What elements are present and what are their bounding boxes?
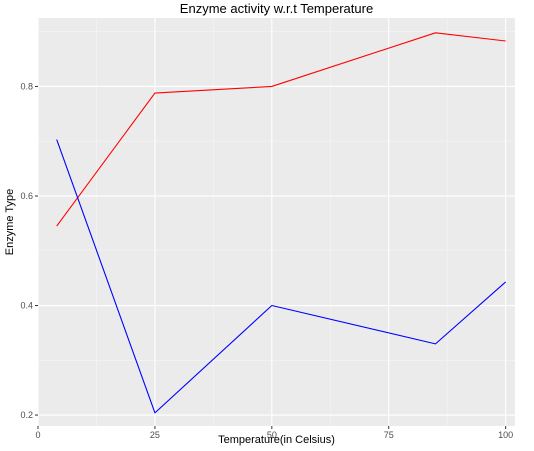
chart-title: Enzyme activity w.r.t Temperature xyxy=(180,1,373,16)
y-tick-label: 0.6 xyxy=(20,191,33,201)
series-layer xyxy=(56,32,507,414)
x-axis-label: Temperature(in Celsius) xyxy=(218,434,335,446)
y-tick-label: 0.8 xyxy=(20,81,33,91)
y-tick-label: 0.4 xyxy=(20,301,33,311)
series-line-2 xyxy=(56,139,507,414)
x-axis-ticks: 0 25 50 75 100 xyxy=(35,426,513,440)
y-axis-ticks: 0.2 0.4 0.6 0.8 xyxy=(20,81,38,420)
x-tick-label: 0 xyxy=(35,430,40,440)
x-tick-label: 75 xyxy=(384,430,394,440)
x-tick-label: 100 xyxy=(498,430,513,440)
x-tick-label: 50 xyxy=(267,430,277,440)
y-axis-label: Enzyme Type xyxy=(4,189,16,255)
series-line-1 xyxy=(56,32,506,227)
y-tick-label: 0.2 xyxy=(20,410,33,420)
plot-background xyxy=(38,18,515,426)
x-tick-label: 25 xyxy=(150,430,160,440)
